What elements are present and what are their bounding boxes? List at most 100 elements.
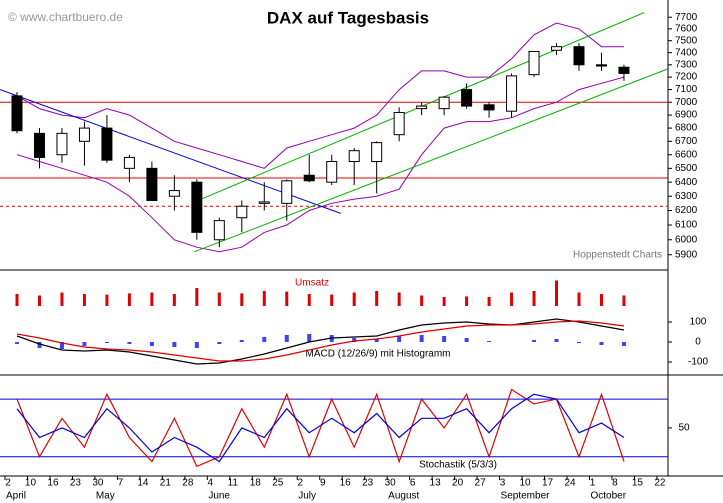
month-label: May (96, 491, 115, 502)
y-tick-label: 6400 (675, 177, 698, 188)
histogram-bar (15, 342, 19, 344)
x-tick-label: 24 (564, 478, 576, 489)
month-label: July (298, 491, 316, 502)
month-label: October (590, 491, 626, 502)
histogram-bar (37, 342, 42, 348)
volume-bar (510, 292, 514, 306)
candle-body (326, 161, 338, 183)
month-label: April (6, 491, 26, 502)
histogram-bar (599, 342, 604, 345)
histogram-bar (307, 334, 312, 342)
volume-bar (487, 297, 491, 306)
x-tick-label: 11 (228, 478, 239, 489)
y-tick-label: 7200 (675, 72, 698, 83)
y-tick-label: 6500 (675, 163, 698, 174)
y-tick-label: 6100 (675, 220, 698, 231)
x-tick-label: 1 (590, 478, 596, 489)
y-tick-label: 7500 (675, 35, 698, 46)
candle-body (506, 75, 518, 112)
x-tick-label: 15 (632, 478, 644, 489)
volume-bar (285, 291, 289, 306)
volume-bar (127, 293, 131, 306)
candle-body (56, 132, 68, 156)
volume-bar (352, 292, 356, 306)
candle-body (595, 64, 607, 67)
candle-body (348, 150, 360, 163)
histogram-bar (239, 340, 244, 342)
candle-body (461, 89, 473, 107)
x-tick-label: 6 (410, 478, 416, 489)
histogram-bar (104, 342, 109, 343)
volume-bar (622, 295, 626, 306)
volume-bar (172, 294, 176, 306)
candle-body (236, 205, 248, 219)
y-tick-label: 7100 (675, 84, 698, 95)
volume-bar (532, 291, 536, 306)
candle-body (416, 105, 428, 110)
x-tick-label: 8 (612, 478, 618, 489)
volume-bar (217, 292, 221, 306)
chart-title: DAX auf Tagesbasis (267, 8, 429, 27)
x-tick-label: 22 (654, 478, 666, 489)
y-tick-label: 6000 (675, 234, 698, 245)
bollinger-band (16, 76, 625, 253)
candle-body (573, 46, 585, 66)
x-tick-label: 2 (297, 478, 303, 489)
histogram-bar (554, 339, 559, 342)
y-tick-label: 6600 (675, 149, 698, 160)
histogram-bar (532, 340, 537, 342)
candle-body (258, 201, 270, 204)
volume-bar (240, 293, 244, 306)
volume-bar (37, 295, 41, 306)
histogram-bar (397, 336, 402, 342)
bollinger-band (16, 22, 624, 169)
candle-body (168, 190, 180, 197)
candle-body (101, 127, 113, 161)
x-tick-label: 9 (320, 478, 326, 489)
volume-label: Umsatz (295, 278, 329, 289)
x-tick-label: 14 (137, 478, 149, 489)
candle-body (123, 156, 135, 169)
y-tick-label: 6200 (675, 205, 698, 216)
y-tick-label: 7700 (675, 12, 698, 23)
x-tick-label: 23 (70, 478, 82, 489)
histogram-bar (127, 342, 132, 344)
candle-body (281, 180, 293, 204)
x-tick-label: 25 (272, 478, 284, 489)
x-tick-label: 13 (430, 478, 442, 489)
volume-bar (195, 288, 199, 306)
volume-bar (307, 294, 311, 306)
watermark: © www.chartbuero.de (8, 10, 123, 24)
volume-bar (397, 292, 401, 306)
y-tick-label: 6300 (675, 191, 698, 202)
y-tick-label: 6700 (675, 136, 698, 147)
x-tick-label: 4 (208, 478, 214, 489)
source: Hoppenstedt Charts (573, 250, 662, 261)
volume-bar (60, 292, 64, 306)
volume-bar (465, 296, 469, 306)
x-tick-label: 28 (182, 478, 194, 489)
trend-line (194, 68, 670, 253)
x-tick-label: 30 (385, 478, 397, 489)
volume-bar (150, 292, 154, 306)
y-tick-label: 7400 (675, 47, 698, 58)
x-tick-label: 16 (47, 478, 59, 489)
y-tick-label: 50 (678, 423, 690, 434)
histogram-bar (621, 342, 626, 346)
x-tick-label: 27 (475, 478, 487, 489)
x-tick-label: 23 (362, 478, 374, 489)
x-tick-label: 3 (500, 478, 506, 489)
y-tick-label: 7300 (675, 59, 698, 70)
histogram-bar (194, 342, 199, 348)
candle-body (618, 66, 630, 74)
x-tick-label: 7 (118, 478, 124, 489)
histogram-bar (374, 339, 379, 342)
y-tick-label: 100 (690, 317, 707, 328)
candle-body (213, 220, 225, 241)
histogram-bar (442, 336, 447, 342)
histogram-bar (284, 335, 289, 342)
candle-body (551, 46, 563, 51)
histogram-bar (262, 337, 267, 342)
macd-line (16, 320, 625, 362)
